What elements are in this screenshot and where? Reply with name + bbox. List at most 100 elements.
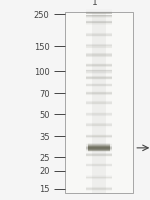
- FancyBboxPatch shape: [86, 94, 112, 95]
- Text: 250: 250: [34, 11, 50, 20]
- FancyBboxPatch shape: [86, 154, 112, 155]
- FancyBboxPatch shape: [86, 146, 112, 147]
- FancyBboxPatch shape: [86, 103, 112, 104]
- FancyBboxPatch shape: [86, 17, 112, 18]
- FancyBboxPatch shape: [86, 165, 112, 166]
- FancyBboxPatch shape: [86, 124, 112, 126]
- Text: 1: 1: [92, 0, 97, 7]
- FancyBboxPatch shape: [86, 77, 112, 79]
- FancyBboxPatch shape: [86, 92, 112, 93]
- FancyBboxPatch shape: [86, 71, 112, 72]
- FancyBboxPatch shape: [86, 102, 112, 104]
- FancyBboxPatch shape: [86, 55, 112, 57]
- FancyBboxPatch shape: [86, 15, 112, 17]
- FancyBboxPatch shape: [86, 104, 112, 105]
- FancyBboxPatch shape: [86, 114, 112, 115]
- FancyBboxPatch shape: [86, 72, 112, 73]
- FancyBboxPatch shape: [86, 153, 112, 155]
- FancyBboxPatch shape: [86, 78, 112, 79]
- FancyBboxPatch shape: [86, 34, 112, 35]
- FancyBboxPatch shape: [86, 188, 112, 189]
- FancyBboxPatch shape: [86, 65, 112, 66]
- FancyBboxPatch shape: [65, 13, 133, 193]
- FancyBboxPatch shape: [88, 144, 110, 145]
- FancyBboxPatch shape: [86, 14, 112, 15]
- FancyBboxPatch shape: [88, 148, 110, 149]
- FancyBboxPatch shape: [88, 145, 110, 146]
- FancyBboxPatch shape: [88, 149, 110, 151]
- FancyBboxPatch shape: [86, 177, 112, 178]
- Text: 150: 150: [34, 42, 50, 51]
- FancyBboxPatch shape: [88, 146, 110, 148]
- FancyBboxPatch shape: [86, 148, 112, 149]
- FancyBboxPatch shape: [86, 45, 112, 46]
- FancyBboxPatch shape: [88, 150, 110, 152]
- Text: 25: 25: [39, 153, 50, 162]
- FancyBboxPatch shape: [86, 136, 112, 137]
- FancyBboxPatch shape: [86, 135, 112, 136]
- FancyBboxPatch shape: [86, 176, 112, 177]
- FancyBboxPatch shape: [86, 189, 112, 190]
- FancyBboxPatch shape: [86, 155, 112, 156]
- FancyBboxPatch shape: [86, 102, 112, 103]
- FancyBboxPatch shape: [86, 65, 112, 66]
- FancyBboxPatch shape: [86, 70, 112, 71]
- FancyBboxPatch shape: [86, 66, 112, 67]
- FancyBboxPatch shape: [86, 86, 112, 87]
- FancyBboxPatch shape: [86, 93, 112, 94]
- FancyBboxPatch shape: [86, 35, 112, 37]
- FancyBboxPatch shape: [86, 164, 112, 165]
- FancyBboxPatch shape: [88, 145, 110, 147]
- FancyBboxPatch shape: [86, 165, 112, 167]
- FancyBboxPatch shape: [86, 79, 112, 80]
- FancyBboxPatch shape: [86, 150, 112, 152]
- FancyBboxPatch shape: [86, 147, 112, 148]
- FancyBboxPatch shape: [86, 94, 112, 95]
- FancyBboxPatch shape: [86, 55, 112, 56]
- Text: 15: 15: [39, 184, 50, 193]
- FancyBboxPatch shape: [88, 151, 110, 153]
- FancyBboxPatch shape: [86, 77, 112, 78]
- FancyBboxPatch shape: [86, 36, 112, 37]
- FancyBboxPatch shape: [86, 13, 112, 14]
- FancyBboxPatch shape: [86, 155, 112, 156]
- FancyBboxPatch shape: [86, 164, 112, 165]
- FancyBboxPatch shape: [86, 85, 112, 86]
- FancyBboxPatch shape: [86, 136, 112, 137]
- FancyBboxPatch shape: [86, 18, 112, 19]
- FancyBboxPatch shape: [86, 47, 112, 49]
- FancyBboxPatch shape: [86, 54, 112, 55]
- FancyBboxPatch shape: [86, 66, 112, 67]
- FancyBboxPatch shape: [86, 12, 112, 13]
- FancyBboxPatch shape: [86, 113, 112, 114]
- FancyBboxPatch shape: [86, 178, 112, 179]
- Text: 35: 35: [39, 132, 50, 141]
- Text: 100: 100: [34, 67, 50, 76]
- Text: 20: 20: [39, 167, 50, 175]
- FancyBboxPatch shape: [86, 187, 112, 188]
- FancyBboxPatch shape: [86, 114, 112, 115]
- FancyBboxPatch shape: [86, 35, 112, 36]
- FancyBboxPatch shape: [86, 84, 112, 85]
- FancyBboxPatch shape: [86, 115, 112, 116]
- FancyBboxPatch shape: [86, 72, 112, 73]
- FancyBboxPatch shape: [86, 177, 112, 178]
- FancyBboxPatch shape: [86, 22, 112, 23]
- FancyBboxPatch shape: [86, 23, 112, 24]
- FancyBboxPatch shape: [86, 56, 112, 57]
- FancyBboxPatch shape: [86, 125, 112, 126]
- FancyBboxPatch shape: [92, 13, 106, 193]
- Text: 50: 50: [39, 110, 50, 119]
- FancyBboxPatch shape: [88, 149, 110, 150]
- Text: 70: 70: [39, 89, 50, 98]
- FancyBboxPatch shape: [86, 22, 112, 24]
- FancyBboxPatch shape: [86, 188, 112, 190]
- FancyBboxPatch shape: [86, 126, 112, 127]
- FancyBboxPatch shape: [86, 145, 112, 146]
- FancyBboxPatch shape: [86, 85, 112, 86]
- FancyBboxPatch shape: [88, 147, 110, 149]
- FancyBboxPatch shape: [86, 46, 112, 47]
- FancyBboxPatch shape: [86, 47, 112, 48]
- FancyBboxPatch shape: [86, 24, 112, 25]
- FancyBboxPatch shape: [86, 137, 112, 138]
